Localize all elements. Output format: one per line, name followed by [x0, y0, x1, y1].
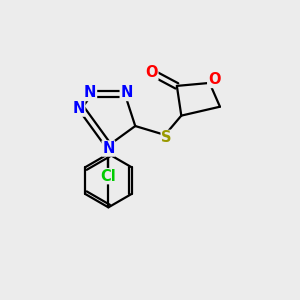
Text: O: O: [145, 65, 158, 80]
Text: N: N: [84, 85, 97, 100]
Text: S: S: [161, 130, 172, 146]
Text: Cl: Cl: [100, 169, 116, 184]
Text: N: N: [102, 141, 115, 156]
Text: N: N: [72, 101, 85, 116]
Text: N: N: [120, 85, 133, 100]
Text: O: O: [208, 73, 220, 88]
